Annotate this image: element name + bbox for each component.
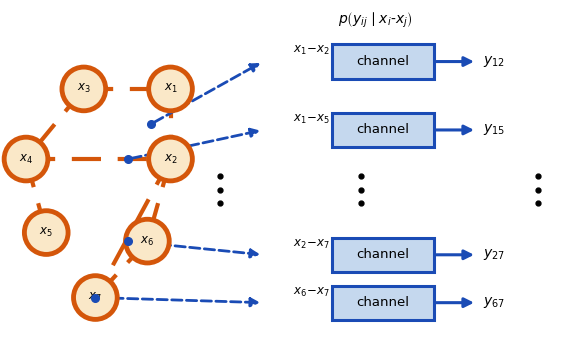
Ellipse shape	[151, 140, 190, 179]
FancyBboxPatch shape	[332, 113, 434, 147]
Text: $p\left(y_{ij}\mid x_i\text{-}x_j\right)$: $p\left(y_{ij}\mid x_i\text{-}x_j\right)…	[339, 10, 413, 30]
Text: channel: channel	[357, 123, 409, 136]
Text: channel: channel	[357, 248, 409, 261]
Ellipse shape	[128, 222, 167, 261]
Text: $y_{15}$: $y_{15}$	[483, 122, 505, 137]
Ellipse shape	[6, 140, 46, 179]
Ellipse shape	[71, 273, 120, 322]
Ellipse shape	[22, 208, 71, 257]
Text: channel: channel	[357, 55, 409, 68]
Ellipse shape	[146, 65, 195, 113]
FancyBboxPatch shape	[332, 238, 434, 272]
Ellipse shape	[76, 278, 115, 317]
Text: $\mathit{x}_6$: $\mathit{x}_6$	[140, 235, 154, 248]
Text: $x_2\!-\!x_7$: $x_2\!-\!x_7$	[292, 238, 329, 251]
Text: $x_1\!-\!x_2$: $x_1\!-\!x_2$	[292, 44, 329, 57]
Text: $\mathit{x}_2$: $\mathit{x}_2$	[164, 153, 177, 166]
Text: $\mathit{x}_1$: $\mathit{x}_1$	[164, 82, 177, 95]
Ellipse shape	[2, 135, 50, 183]
Ellipse shape	[151, 69, 190, 108]
Text: $\mathit{x}_3$: $\mathit{x}_3$	[77, 82, 91, 95]
Text: $\mathit{x}_7$: $\mathit{x}_7$	[88, 291, 102, 304]
FancyBboxPatch shape	[332, 286, 434, 320]
Text: $y_{67}$: $y_{67}$	[483, 295, 505, 310]
Text: channel: channel	[357, 296, 409, 309]
FancyBboxPatch shape	[332, 44, 434, 79]
Ellipse shape	[27, 213, 66, 252]
Text: $x_1\!-\!x_5$: $x_1\!-\!x_5$	[292, 113, 329, 126]
Text: $x_6\!-\!x_7$: $x_6\!-\!x_7$	[292, 286, 329, 299]
Text: $y_{12}$: $y_{12}$	[483, 54, 505, 69]
Ellipse shape	[60, 65, 108, 113]
Text: $y_{27}$: $y_{27}$	[483, 247, 505, 262]
Ellipse shape	[64, 69, 103, 108]
Ellipse shape	[123, 217, 172, 265]
Ellipse shape	[146, 135, 195, 183]
Text: $\mathit{x}_5$: $\mathit{x}_5$	[39, 226, 53, 239]
Text: $\mathit{x}_4$: $\mathit{x}_4$	[19, 153, 33, 166]
